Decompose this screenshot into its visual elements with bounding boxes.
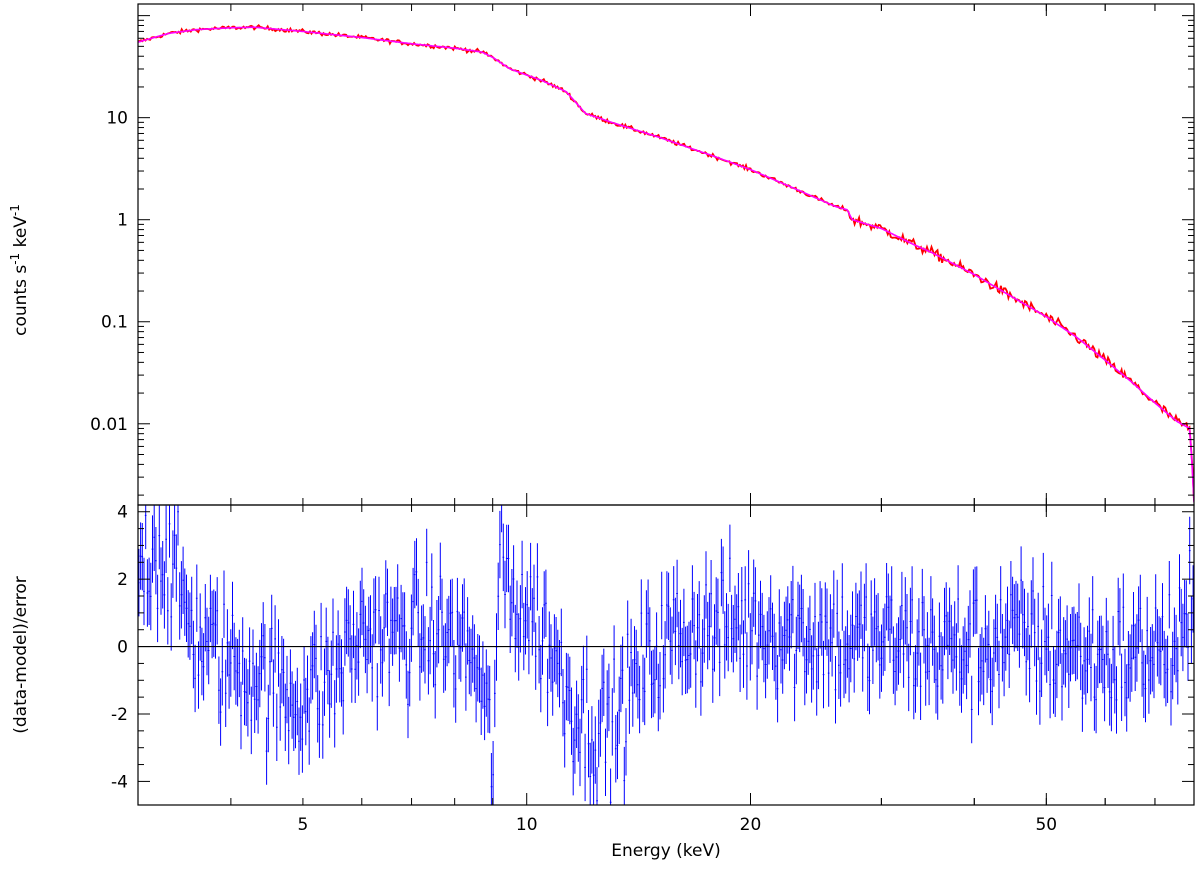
spectrum-y-tick-label: 0.01 [90, 415, 128, 435]
spectrum-y-tick-label: 10 [106, 109, 128, 129]
residual-panel: 420-2-45 10 20 50 [111, 503, 1195, 835]
residual-y-tick-label: -4 [111, 772, 128, 792]
x-tick-label: 5 [298, 815, 309, 835]
residual-frame [137, 504, 1195, 806]
spectrum-y-axis-label: counts s-1 keV-1 [8, 204, 31, 336]
residual-y-tick-label: 0 [117, 638, 128, 658]
residual-y-tick-label: 2 [117, 570, 128, 590]
spectrum-y-tick-label: 0.1 [101, 313, 128, 333]
spectrum-data-line [138, 24, 1194, 501]
axis-labels: counts s-1 keV-1 (data-model)/error Ener… [8, 204, 721, 861]
x-tick-label: 50 [1035, 815, 1057, 835]
residual-y-tick-label: -2 [111, 705, 128, 725]
x-axis-label: Energy (keV) [611, 841, 721, 861]
spectrum-plot-area [138, 24, 1194, 503]
residual-error-bars [138, 505, 1194, 805]
spectrum-panel: 10 1 0.1 0.01 [90, 3, 1195, 506]
residual-y-axis-label: (data-model)/error [11, 576, 31, 734]
residual-plot-area [138, 505, 1194, 805]
x-tick-label: 10 [516, 815, 538, 835]
spectrum-model-line [138, 26, 1194, 503]
residual-y-tick-label: 4 [117, 503, 128, 523]
spectrum-frame [137, 3, 1195, 506]
x-tick-label: 20 [740, 815, 762, 835]
spectrum-y-tick-label: 1 [117, 211, 128, 231]
